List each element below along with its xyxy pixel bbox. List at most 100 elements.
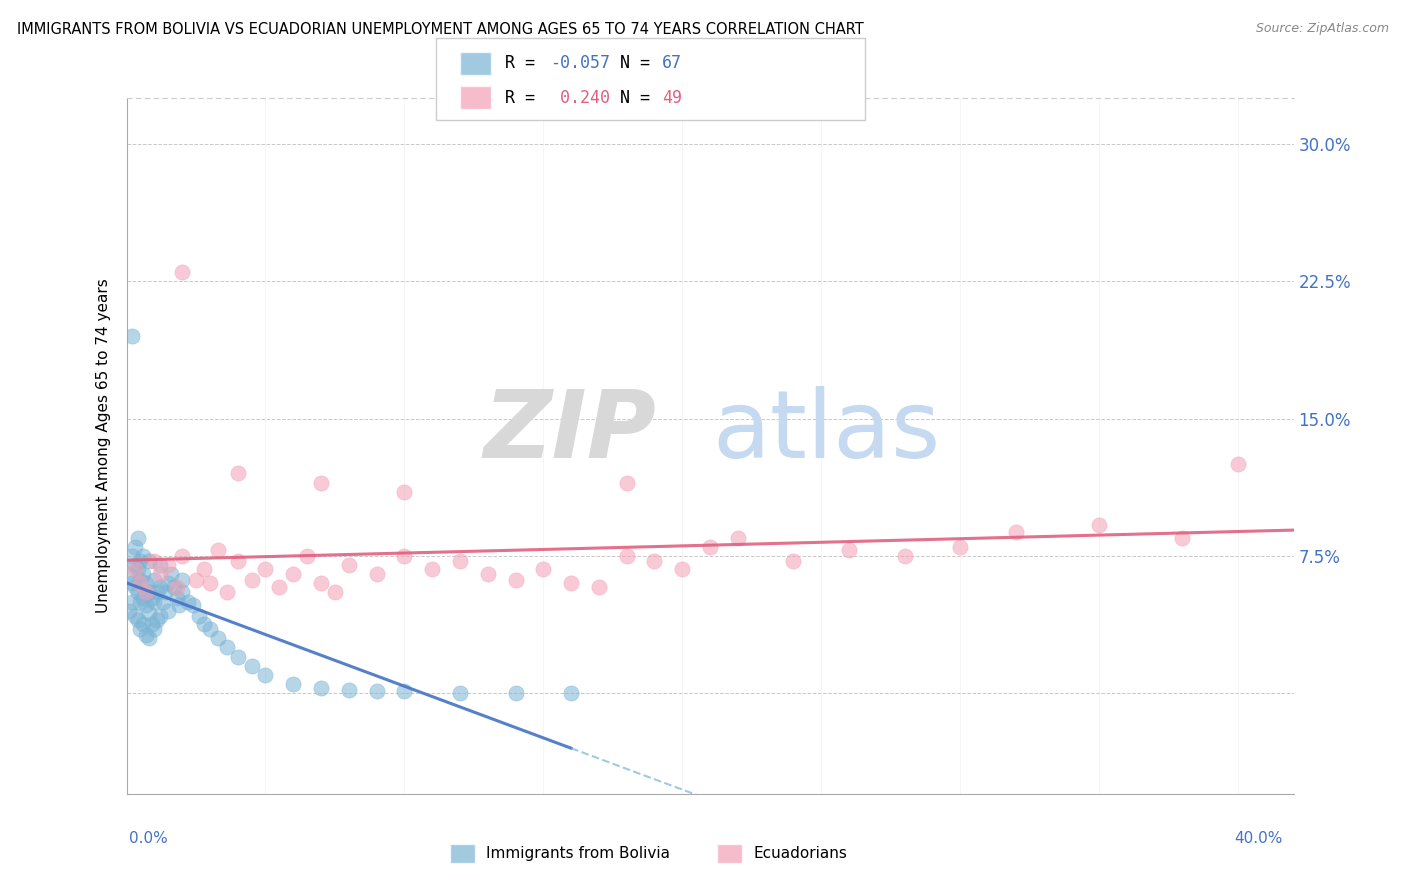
Point (240, 658, 263, 673)
Point (129, 622, 152, 636)
Point (143, 594, 166, 608)
Text: N =: N = (620, 88, 650, 107)
Point (1004, 524, 1026, 539)
Point (132, 567, 155, 582)
Point (215, 585, 238, 599)
Point (226, 554, 249, 568)
Point (166, 580, 188, 594)
Point (394, 549, 416, 563)
Point (193, 616, 215, 631)
Point (560, 576, 582, 591)
Text: atlas: atlas (713, 386, 941, 478)
Point (129, 554, 152, 568)
Point (143, 622, 166, 636)
Point (309, 576, 332, 591)
Point (226, 467, 249, 481)
Point (949, 540, 972, 554)
Text: 49: 49 (662, 88, 682, 107)
Point (149, 609, 172, 624)
Point (531, 562, 554, 576)
Text: 40.0%: 40.0% (1234, 831, 1282, 846)
Point (146, 585, 169, 599)
Point (138, 554, 160, 568)
Point (198, 622, 221, 636)
Point (169, 599, 191, 613)
Point (124, 558, 146, 572)
Point (172, 265, 194, 279)
Point (143, 573, 166, 587)
Point (240, 573, 263, 587)
Point (198, 576, 221, 591)
Point (309, 475, 332, 490)
Point (671, 562, 693, 576)
Point (560, 686, 582, 700)
Point (157, 604, 180, 618)
Point (141, 616, 163, 631)
Point (127, 562, 149, 576)
Point (295, 549, 318, 563)
Point (129, 594, 152, 608)
Point (366, 684, 388, 698)
Point (127, 531, 149, 545)
Text: Ecuadorians: Ecuadorians (754, 847, 848, 861)
Point (616, 549, 638, 563)
Point (269, 580, 291, 594)
Point (616, 475, 638, 490)
Point (283, 567, 305, 582)
Point (141, 591, 163, 605)
Point (207, 632, 229, 646)
Point (184, 573, 207, 587)
Point (172, 549, 194, 563)
Point (193, 562, 215, 576)
Point (699, 540, 721, 554)
Point (138, 585, 160, 599)
Point (337, 558, 360, 572)
Point (132, 591, 155, 605)
Point (254, 668, 277, 682)
Point (505, 573, 527, 587)
Point (124, 580, 146, 594)
Point (157, 576, 180, 591)
Point (1226, 458, 1249, 472)
Point (394, 484, 416, 499)
Point (149, 580, 172, 594)
Text: 0.240: 0.240 (550, 88, 610, 107)
Point (138, 632, 160, 646)
Point (143, 554, 166, 568)
Text: ZIP: ZIP (484, 386, 657, 478)
Point (124, 540, 146, 554)
Point (215, 640, 238, 655)
Point (505, 686, 527, 700)
Point (146, 613, 169, 627)
Point (449, 554, 471, 568)
Point (163, 580, 186, 594)
Point (1171, 531, 1194, 545)
Point (449, 686, 471, 700)
Text: 67: 67 (662, 54, 682, 72)
Point (366, 567, 388, 582)
Point (129, 573, 152, 587)
Point (309, 681, 332, 695)
Point (132, 616, 155, 631)
Point (135, 599, 157, 613)
Point (166, 591, 188, 605)
Point (124, 562, 146, 576)
Point (127, 613, 149, 627)
Text: N =: N = (620, 54, 650, 72)
Point (121, 549, 143, 563)
Point (172, 573, 194, 587)
Point (643, 554, 665, 568)
Point (149, 567, 172, 582)
Point (135, 576, 157, 591)
Y-axis label: Unemployment Among Ages 65 to 74 years: Unemployment Among Ages 65 to 74 years (96, 278, 111, 614)
Point (127, 585, 149, 599)
Point (135, 627, 157, 641)
Point (207, 543, 229, 558)
Point (118, 604, 141, 618)
Point (149, 558, 172, 572)
Text: Immigrants from Bolivia: Immigrants from Bolivia (486, 847, 671, 861)
Point (152, 594, 174, 608)
Point (394, 684, 416, 698)
Point (323, 585, 346, 599)
Point (420, 562, 443, 576)
